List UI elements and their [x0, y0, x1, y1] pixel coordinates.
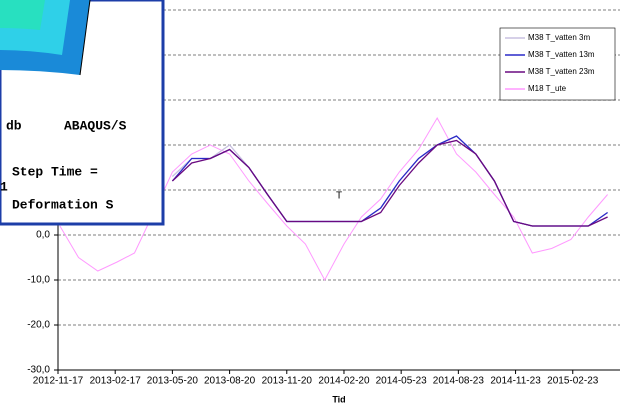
legend-label: M18 T_ute: [528, 84, 567, 93]
annotation: T: [336, 191, 342, 202]
x-tick-label: 2013-11-20: [262, 376, 313, 387]
legend: M38 T_vatten 3m M38 T_vatten 13m M38 T_vat…: [500, 28, 615, 100]
y-tick-label: -30,0: [27, 365, 50, 376]
x-tick-label: 2012-11-17: [33, 376, 84, 387]
x-tick-label: 2013-05-20: [147, 376, 199, 387]
y-tick-label: 0,0: [36, 230, 50, 241]
x-axis-label: Tid: [332, 394, 345, 404]
legend-label: M38 T_vatten 13m: [528, 50, 595, 59]
x-tick-label: 2013-08-20: [204, 376, 256, 387]
legend-label: M38 T_vatten 3m: [528, 33, 590, 42]
x-tick-label: 2014-02-20: [318, 376, 370, 387]
x-tick-label: 2014-05-23: [376, 376, 428, 387]
y-tick-label: -20,0: [27, 320, 50, 331]
legend-label: M38 T_vatten 23m: [528, 67, 595, 76]
overlay-text: 1: [0, 179, 8, 194]
overlay-text: ABAQUS/S: [64, 118, 127, 133]
x-tick-label: 2014-08-23: [433, 376, 485, 387]
contour-band: [0, 0, 45, 30]
x-tick-label: 2013-02-17: [90, 376, 142, 387]
overlay-text: Step Time =: [12, 164, 98, 179]
overlay-text: Deformation S: [12, 197, 114, 212]
y-tick-label: -10,0: [27, 275, 50, 286]
x-tick-label: 2015-02-23: [547, 376, 599, 387]
chart: Tid -30,0-20,0-10,00,010,020,030,040,050…: [0, 0, 620, 406]
abaqus-window: db ABAQUS/S Step Time = 1 Deformation S: [0, 0, 163, 224]
page: Tid -30,0-20,0-10,00,010,020,030,040,050…: [0, 0, 620, 406]
x-tick-label: 2014-11-23: [490, 376, 541, 387]
overlay-text: db: [6, 118, 22, 133]
